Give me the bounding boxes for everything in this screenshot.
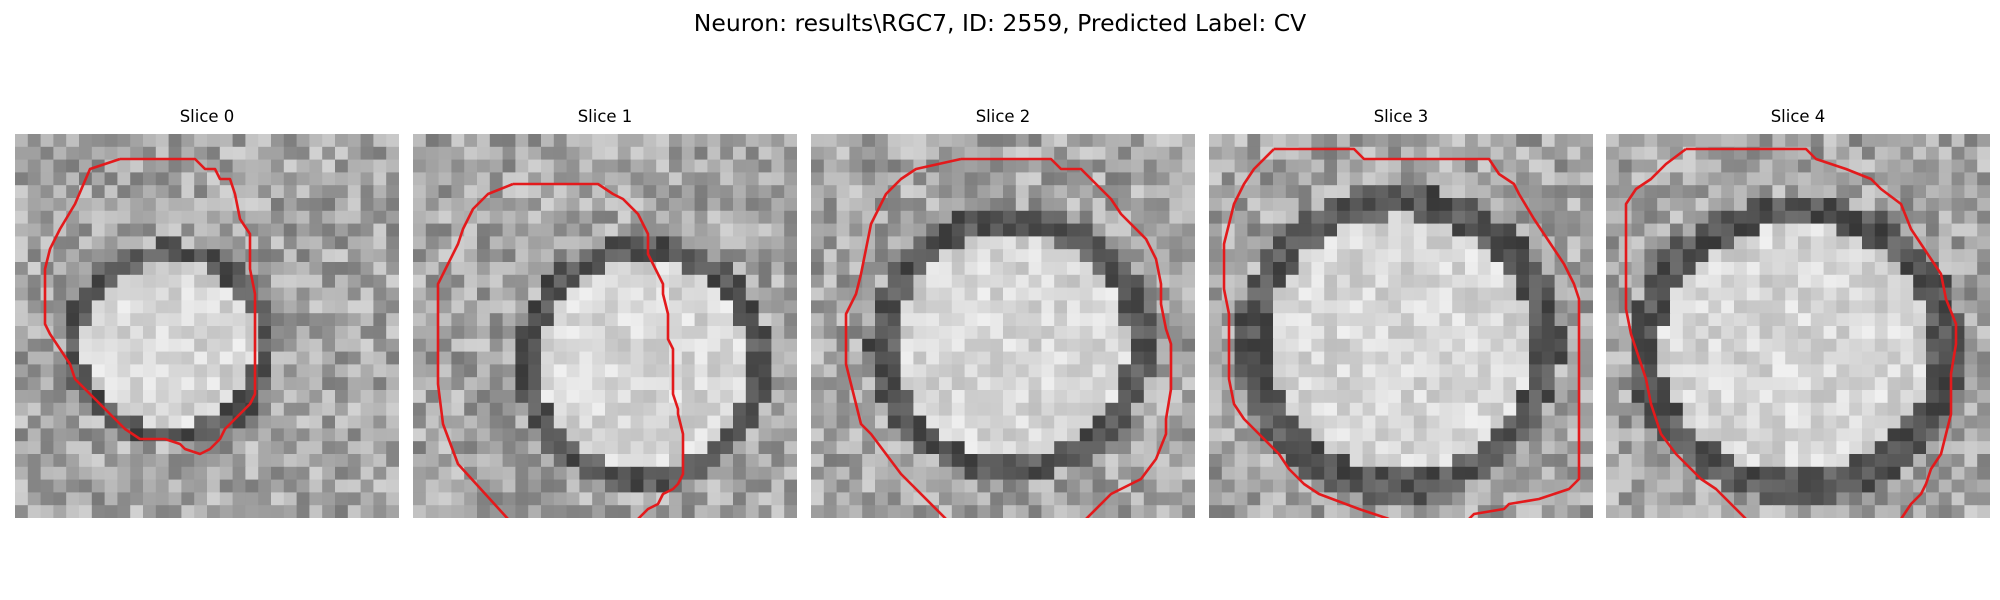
slice-image-1 (413, 134, 797, 518)
slice-panel-0: Slice 0 (15, 106, 399, 518)
slice-image-3 (1209, 134, 1593, 518)
slice-title: Slice 2 (975, 107, 1031, 126)
cell-contour (1624, 147, 1958, 518)
cell-contour (844, 157, 1173, 518)
cell-contour (1222, 147, 1581, 518)
slice-panel-3: Slice 3 (1209, 106, 1593, 518)
cell-contour (43, 157, 257, 456)
slice-title: Slice 3 (1373, 107, 1429, 126)
slice-title: Slice 4 (1770, 107, 1826, 126)
slice-panel-4: Slice 4 (1606, 106, 1990, 518)
figure-title: Neuron: results\RGC7, ID: 2559, Predicte… (693, 9, 1307, 37)
slice-image-0 (15, 134, 399, 518)
slice-title: Slice 1 (577, 107, 633, 126)
slice-panel-2: Slice 2 (811, 106, 1195, 518)
slice-image-4 (1606, 134, 1990, 518)
slice-panel-1: Slice 1 (413, 106, 797, 518)
cell-contour (436, 182, 685, 518)
slice-title: Slice 0 (179, 107, 235, 126)
slice-image-2 (811, 134, 1195, 518)
